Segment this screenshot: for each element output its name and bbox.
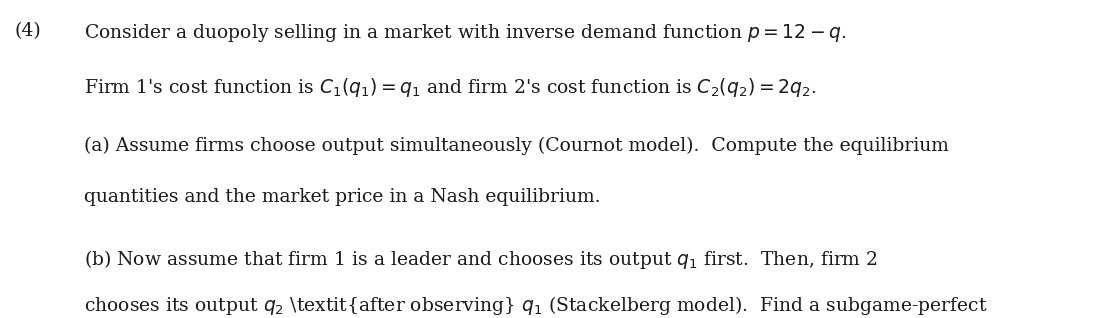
Text: (4): (4) xyxy=(15,22,41,40)
Text: Consider a duopoly selling in a market with inverse demand function $p = 12-q$.: Consider a duopoly selling in a market w… xyxy=(84,22,847,44)
Text: (b) Now assume that firm 1 is a leader and chooses its output $q_1$ first.  Then: (b) Now assume that firm 1 is a leader a… xyxy=(84,248,878,271)
Text: quantities and the market price in a Nash equilibrium.: quantities and the market price in a Nas… xyxy=(84,188,600,206)
Text: (a) Assume firms choose output simultaneously (Cournot model).  Compute the equi: (a) Assume firms choose output simultane… xyxy=(84,137,949,155)
Text: Firm 1's cost function is $C_1(q_1) = q_1$ and firm 2's cost function is $C_2(q_: Firm 1's cost function is $C_1(q_1) = q_… xyxy=(84,76,816,99)
Text: chooses its output $q_2$ \textit{after observing} $q_1$ (Stackelberg model).  Fi: chooses its output $q_2$ \textit{after o… xyxy=(84,294,988,317)
